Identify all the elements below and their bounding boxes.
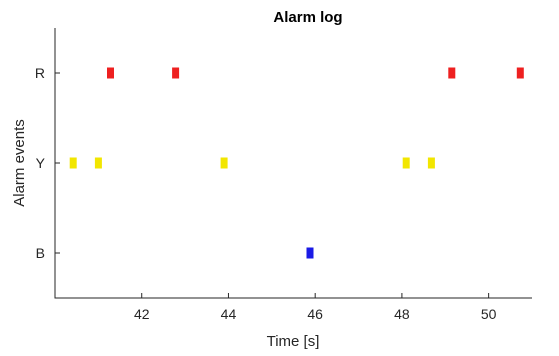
x-tick-label: 42 <box>134 306 150 322</box>
y-tick-label: Y <box>36 155 46 171</box>
alarm-marker-y <box>94 157 102 169</box>
y-axis-label: Alarm events <box>11 119 28 207</box>
chart-title: Alarm log <box>273 9 342 26</box>
plot-area: 42 44 46 48 50 B Y R <box>35 28 532 322</box>
x-tick-label: 44 <box>221 306 237 322</box>
y-tick-label: R <box>35 65 45 81</box>
axis-frame <box>54 28 532 299</box>
alarm-marker-b <box>306 247 314 259</box>
x-tick-label: 48 <box>394 306 410 322</box>
x-axis-label: Time [s] <box>267 333 320 350</box>
alarm-marker-y <box>427 157 435 169</box>
alarm-markers <box>69 67 524 259</box>
alarm-marker-r <box>448 67 456 79</box>
alarm-marker-y <box>402 157 410 169</box>
alarm-marker-y <box>69 157 77 169</box>
y-axis-ticks: B Y R <box>35 65 60 261</box>
x-axis-ticks: 42 44 46 48 50 <box>134 293 497 322</box>
alarm-marker-r <box>107 67 114 79</box>
alarm-marker-y <box>220 157 228 169</box>
y-tick-label: B <box>36 245 45 261</box>
alarm-marker-r <box>516 67 524 79</box>
x-tick-label: 46 <box>307 306 323 322</box>
alarm-marker-r <box>172 67 180 79</box>
x-tick-label: 50 <box>481 306 497 322</box>
